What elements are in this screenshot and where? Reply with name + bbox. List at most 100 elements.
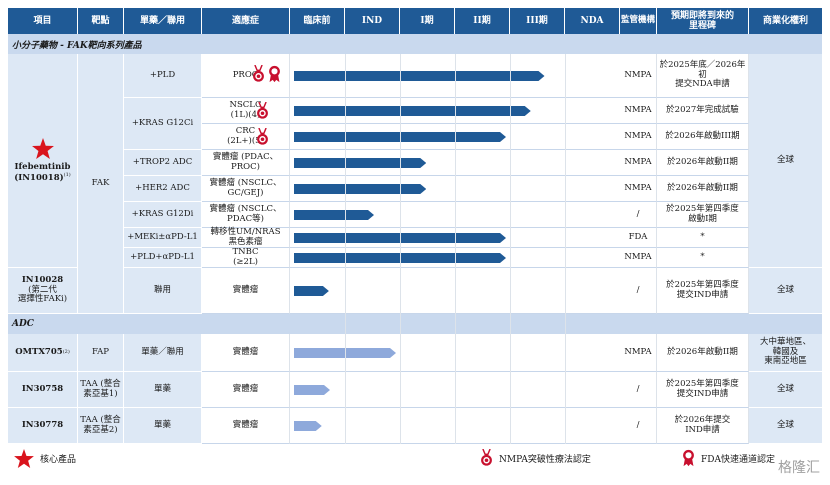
target-taa2-line-1: TAA (整合 bbox=[80, 414, 121, 425]
regulator-cell: FDA bbox=[620, 228, 657, 248]
product-in10028: IN10028 (第二代 選擇性FAKi) bbox=[8, 268, 78, 314]
combo-cell: +KRAS G12Ci bbox=[124, 98, 202, 150]
indication-line-2: (2L+)(5) bbox=[227, 135, 264, 146]
product-in10028-desc-1: (第二代 bbox=[28, 284, 57, 295]
indication-line-2: 黑色素瘤 bbox=[228, 236, 263, 247]
indication-line-2: GC/GEJ) bbox=[227, 187, 264, 198]
product-omtx705: OMTX705 (2) bbox=[8, 334, 78, 372]
product-omtx705-label: OMTX705 bbox=[15, 346, 63, 357]
watermark: 格隆汇 bbox=[778, 460, 820, 476]
rights-fak: 全球 bbox=[749, 54, 822, 268]
indication-cell: 轉移性UM/NRAS 黑色素瘤 bbox=[202, 226, 290, 248]
regulator-cell: NMPA bbox=[620, 124, 657, 150]
fda-fast-track-badge-icon bbox=[683, 449, 694, 467]
product-ifebemtinib-note: (1) bbox=[63, 171, 71, 178]
milestone-line-1: 於2026年啟動II期 bbox=[667, 182, 738, 193]
product-in30778: IN30778 bbox=[8, 408, 78, 444]
header-milestone: 預期即將到來的里程碑 bbox=[657, 8, 749, 34]
combo-cell: +MEKi±αPD-L1 bbox=[124, 228, 202, 248]
product-in10028-desc-2: 選擇性FAKi) bbox=[17, 294, 68, 305]
nmpa-breakthrough-badge-icon bbox=[253, 65, 264, 82]
target-fap: FAP bbox=[78, 334, 124, 372]
header-phase3: III期 bbox=[510, 8, 565, 34]
combo-cell: +PLD+αPD-L1 bbox=[124, 248, 202, 268]
rights-in10028: 全球 bbox=[749, 268, 822, 314]
legend-fda-label: FDA快速通道認定 bbox=[701, 454, 775, 465]
indication-cell: CRC (2L+)(5) bbox=[202, 124, 290, 150]
nmpa-breakthrough-badge-icon bbox=[257, 128, 268, 145]
legend-fda: FDA快速通道認定 bbox=[682, 448, 775, 468]
target-taa2: TAA (整合 素亞基2) bbox=[78, 408, 124, 444]
regulator-cell: / bbox=[620, 202, 657, 228]
milestone-line-1: * bbox=[700, 231, 705, 242]
milestone-line-1: 於2026年啟動III期 bbox=[665, 130, 740, 141]
header-indication: 適應症 bbox=[202, 8, 290, 34]
rights-omtx705-line-3: 東南亞地區 bbox=[764, 356, 807, 367]
indication-line-2: PDAC等) bbox=[227, 213, 264, 224]
milestone-line-1: 於2026年啟動II期 bbox=[667, 156, 738, 167]
header-phase1: I期 bbox=[400, 8, 455, 34]
indication-line-1: 實體瘤 bbox=[232, 284, 259, 295]
milestone-cell: 於2025年第四季度 啟動I期 bbox=[657, 202, 749, 228]
milestone-line-1: * bbox=[700, 251, 705, 262]
nmpa-breakthrough-badge-icon bbox=[257, 102, 268, 119]
core-product-star-icon bbox=[31, 137, 54, 159]
pipeline-bar bbox=[294, 385, 330, 395]
milestone-line-1: 於2025年底／2026年初 bbox=[659, 59, 746, 80]
legend-core: 核心產品 bbox=[14, 448, 76, 468]
rights-in30758: 全球 bbox=[749, 372, 822, 408]
indication-line-1: PROC bbox=[232, 69, 259, 80]
indication-line-1: 實體瘤 (PDAC、 bbox=[212, 151, 279, 162]
indication-line-2: (≥2L) bbox=[233, 256, 258, 267]
indication-line-1: TNBC bbox=[232, 246, 259, 257]
indication-line-1: 轉移性UM/NRAS bbox=[210, 226, 281, 237]
legend-nmpa-label: NMPA突破性療法認定 bbox=[499, 454, 591, 465]
regulator-cell: NMPA bbox=[620, 334, 657, 372]
product-in10028-label: IN10028 bbox=[21, 274, 64, 285]
product-omtx705-note: (2) bbox=[62, 348, 70, 355]
milestone-cell: 於2026年啟動II期 bbox=[657, 334, 749, 372]
indication-cell: 實體瘤 (NSCLC、 GC/GEJ) bbox=[202, 176, 290, 202]
pipeline-bar bbox=[294, 286, 329, 296]
combo-cell: 單藥 bbox=[124, 408, 202, 444]
milestone-cell: 於2026年啟動II期 bbox=[657, 176, 749, 202]
pipeline-bar bbox=[294, 184, 426, 194]
stage-divider bbox=[345, 54, 346, 444]
header-preclinical: 臨床前 bbox=[290, 8, 345, 34]
header-rights: 商業化權利 bbox=[749, 8, 822, 34]
header-ind: IND bbox=[345, 8, 400, 34]
nmpa-breakthrough-badge-icon bbox=[481, 449, 492, 466]
regulator-cell: NMPA bbox=[620, 98, 657, 124]
milestone-line-1: 於2025年第四季度 bbox=[666, 378, 739, 389]
indication-line-1: 實體瘤 bbox=[232, 346, 259, 357]
milestone-line-2: 提交IND申請 bbox=[676, 388, 729, 399]
indication-line-1: 實體瘤 bbox=[232, 419, 259, 430]
section-adc: ADC bbox=[8, 314, 822, 334]
target-taa1-line-2: 素亞基1) bbox=[83, 388, 118, 399]
product-in30758: IN30758 bbox=[8, 372, 78, 408]
regulator-cell: NMPA bbox=[620, 150, 657, 176]
milestone-line-1: 於2025年第四季度 bbox=[666, 279, 739, 290]
product-ifebemtinib-label: Ifebemtinib (IN10018) bbox=[14, 161, 71, 183]
indication-line-1: NSCLC bbox=[229, 99, 262, 110]
indication-cell: 實體瘤 bbox=[202, 268, 290, 314]
product-ifebemtinib: Ifebemtinib (IN10018)(1) bbox=[8, 54, 78, 268]
milestone-cell: * bbox=[657, 228, 749, 248]
regulator-cell: / bbox=[620, 268, 657, 314]
stage-divider bbox=[400, 54, 401, 444]
section-small-molecule: 小分子藥物 - FAK靶向系列產品 bbox=[8, 34, 822, 54]
header-target: 靶點 bbox=[78, 8, 124, 34]
regulator-cell: NMPA bbox=[620, 54, 657, 98]
milestone-cell: 於2026年提交 IND申請 bbox=[657, 408, 749, 444]
milestone-line-1: 於2026年提交 bbox=[674, 414, 731, 425]
milestone-line-2: 提交NDA申請 bbox=[675, 79, 730, 90]
indication-line-1: 實體瘤 bbox=[232, 383, 259, 394]
milestone-line-2: 啟動I期 bbox=[688, 213, 717, 224]
indication-cell: 實體瘤 bbox=[202, 334, 290, 372]
rights-omtx705-line-1: 大中華地區、 bbox=[759, 336, 811, 347]
milestone-cell: 於2025年第四季度 提交IND申請 bbox=[657, 268, 749, 314]
combo-cell: +KRAS G12Di bbox=[124, 202, 202, 228]
indication-cell: 實體瘤 (PDAC、 PROC) bbox=[202, 150, 290, 176]
fda-fast-track-badge-icon bbox=[269, 65, 280, 83]
combo-cell: 單藥 bbox=[124, 372, 202, 408]
